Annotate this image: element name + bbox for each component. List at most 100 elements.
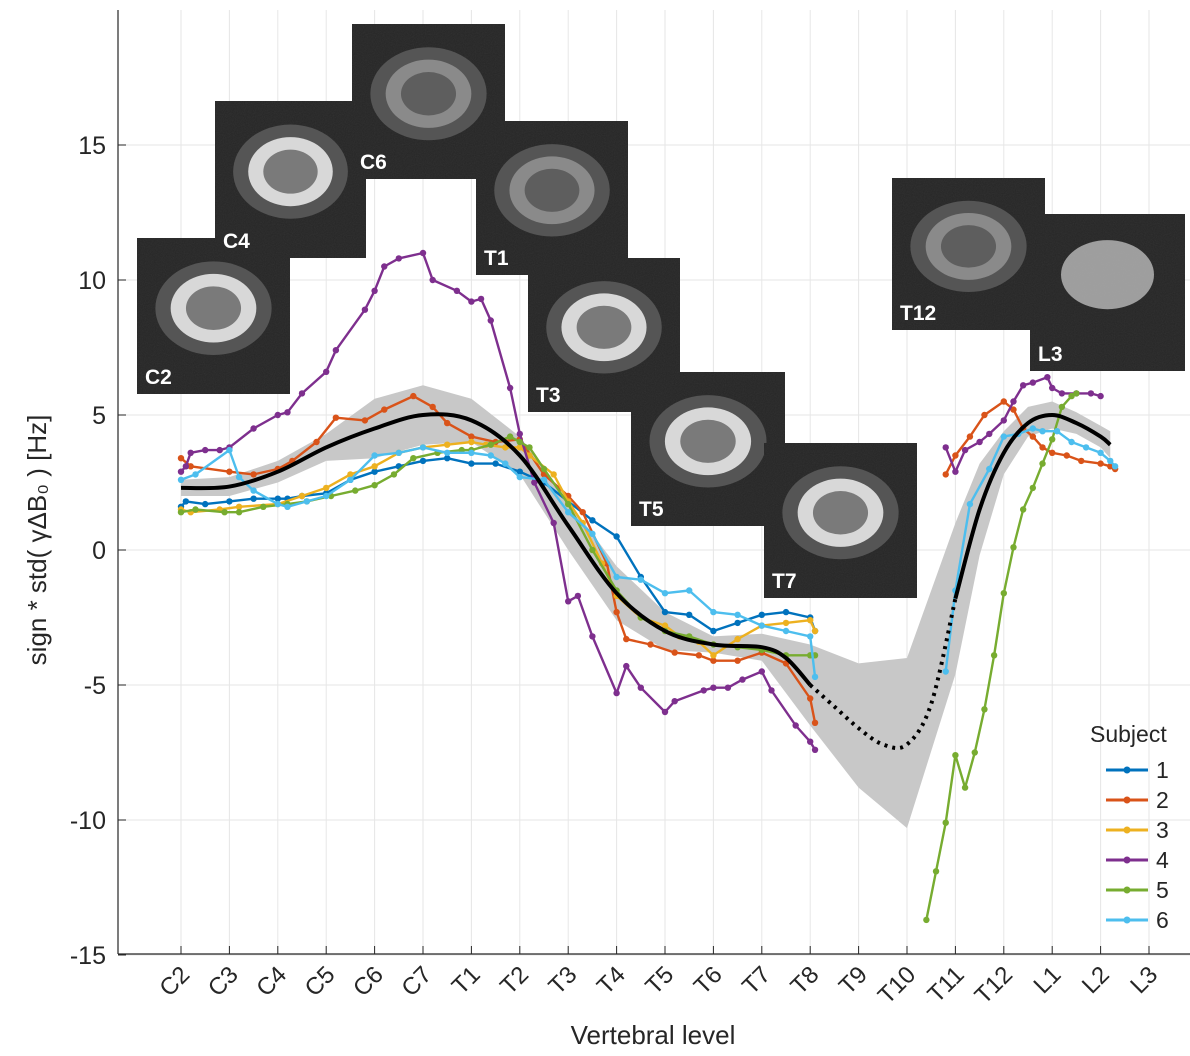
data-point [961,784,969,791]
data-point [1111,463,1119,470]
y-tick-label: 5 [92,402,106,430]
data-point [371,463,378,470]
x-tick-label: C6 [348,961,389,1002]
mri-inset-L3: L3 [1030,214,1185,371]
data-point [371,482,378,489]
x-tick-label: C4 [251,961,292,1002]
mri-inset-T12: T12 [892,178,1045,330]
data-point [371,287,378,294]
data-point [1107,463,1114,470]
data-point [966,500,974,508]
x-tick-label: L2 [1077,961,1115,999]
x-tick-label: C3 [203,961,244,1002]
data-point [637,684,644,691]
mri-spinal-cord [576,305,632,349]
data-point [1019,506,1027,513]
data-point [274,495,281,502]
data-point [942,471,949,478]
legend-swatch-marker [1123,856,1131,864]
data-point [429,403,436,411]
mri-inset-label: C4 [223,230,250,253]
data-point [811,719,819,726]
data-point [506,433,514,440]
x-tick-label: T5 [640,961,679,1000]
data-point [661,608,669,616]
data-point [932,868,940,875]
data-point [942,819,949,826]
data-point [395,255,402,262]
x-tick-label: L3 [1125,961,1163,999]
legend-swatch-marker [1123,916,1131,924]
legend-label: 3 [1156,817,1169,843]
legend-swatch-marker [1123,886,1131,894]
data-point [671,698,678,705]
data-point [1044,374,1051,381]
data-point [250,471,257,478]
legend-item-1: 1 [1106,757,1169,783]
data-point [613,573,620,581]
legend-label: 2 [1156,787,1169,813]
data-point [202,500,209,508]
y-tick-label: -15 [70,942,106,970]
y-tick-label: -10 [70,807,106,835]
y-tick-label: 0 [92,537,106,565]
legend-item-2: 2 [1106,787,1169,813]
data-point [260,503,267,510]
data-point [313,438,320,446]
data-point [332,414,340,421]
data-point [589,530,596,537]
mri-inset-label: C6 [360,151,387,174]
data-point [487,441,494,448]
x-tick-label: T9 [834,961,873,1000]
data-point [177,509,185,516]
data-point [623,662,630,670]
data-point [758,668,765,675]
data-point [516,468,523,475]
data-point [1058,403,1066,411]
data-point [1097,460,1104,467]
data-point [410,455,417,462]
legend-item-6: 6 [1106,907,1169,933]
data-point [1078,457,1085,465]
data-point [187,449,194,456]
data-point [516,444,523,451]
mri-inset-T3: T3 [528,258,680,412]
data-point [1000,433,1007,440]
data-point [952,468,959,475]
data-point [1087,390,1095,397]
data-point [1107,457,1114,465]
data-point [942,668,949,675]
data-point [390,471,398,478]
data-point [323,368,330,375]
data-point [361,306,369,313]
data-point [811,627,819,635]
data-point [981,706,988,713]
data-point [686,587,693,594]
mean-curve-solid [180,412,812,687]
data-point [623,635,630,643]
data-point [811,746,819,753]
x-axis-label: Vertebral level [571,1020,736,1050]
mri-spinal-cord [185,286,242,331]
data-point [1029,379,1037,386]
mean-curve-solid-lumbar [953,412,1112,600]
data-point [734,635,741,643]
mri-inset-label: T1 [484,247,509,270]
y-tick-label: -5 [84,672,106,700]
data-point [710,657,717,664]
data-point [468,460,475,467]
mri-inset-label: T5 [639,498,664,521]
data-point [1097,449,1104,456]
data-point [1000,590,1007,597]
data-point [274,411,281,419]
data-point [1029,433,1037,440]
data-point [381,263,388,270]
data-point [1000,398,1007,405]
data-point [589,517,596,524]
data-point [332,347,340,354]
data-point [647,641,654,648]
data-point [986,430,993,438]
mri-inset-C2: C2 [137,238,290,394]
data-point [782,608,790,616]
